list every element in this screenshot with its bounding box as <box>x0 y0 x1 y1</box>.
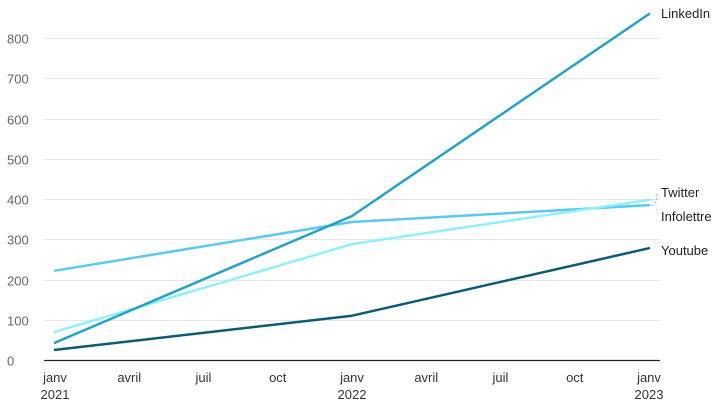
label-leader-twitter <box>650 192 658 206</box>
x-tick-label: juil <box>195 370 212 385</box>
y-tick-label: 200 <box>7 274 29 289</box>
series-line-linkedin <box>53 12 651 344</box>
y-tick-label: 600 <box>7 113 29 128</box>
series-end-labels: Twitter Infolettre LinkedIn Youtube <box>650 6 712 258</box>
x-tick-label: avril <box>117 370 141 385</box>
y-tick-label: 100 <box>7 314 29 329</box>
y-tick-label: 0 <box>7 354 14 369</box>
series-line-youtube <box>53 246 651 352</box>
x-tick-label: juil <box>492 370 509 385</box>
series-label-youtube: Youtube <box>661 243 708 258</box>
x-tick-year-label: 2021 <box>41 387 70 401</box>
x-tick-year-label: 2023 <box>635 387 664 401</box>
y-tick-label: 800 <box>7 32 29 47</box>
x-tick-label: janv <box>42 370 67 385</box>
x-tick-label: janv <box>339 370 364 385</box>
series-line-twitter <box>53 203 651 272</box>
series-lines <box>53 12 651 352</box>
label-leader-infolettre <box>650 199 658 218</box>
y-tick-label: 500 <box>7 153 29 168</box>
y-tick-label: 300 <box>7 233 29 248</box>
series-line-infolettre <box>53 198 651 334</box>
y-axis-ticks: 0 100 200 300 400 500 600 700 800 <box>7 32 29 369</box>
x-tick-label: avril <box>414 370 438 385</box>
x-tick-year-label: 2022 <box>338 387 367 401</box>
x-tick-label: oct <box>566 370 584 385</box>
x-axis-ticks: janv 2021 avril juil oct janv 2022 avril juil oct… <box>41 370 664 401</box>
series-label-infolettre: Infolettre <box>661 209 712 224</box>
y-tick-label: 700 <box>7 72 29 87</box>
x-tick-label: oct <box>269 370 287 385</box>
gridlines <box>44 38 660 321</box>
series-label-linkedin: LinkedIn <box>661 6 710 21</box>
x-tick-label: janv <box>636 370 661 385</box>
series-label-twitter: Twitter <box>661 185 700 200</box>
y-tick-label: 400 <box>7 193 29 208</box>
